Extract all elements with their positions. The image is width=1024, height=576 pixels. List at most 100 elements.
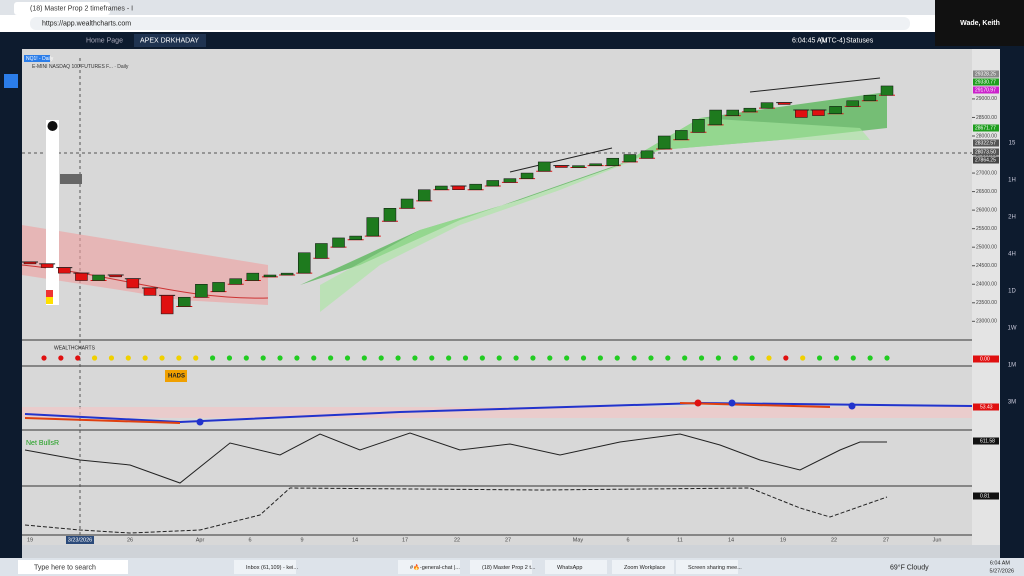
timeframe[interactable]: 3M	[1008, 400, 1016, 406]
timeframe[interactable]: 1D	[1008, 289, 1016, 295]
y-tick-label: 28500.00	[976, 115, 997, 121]
drawing-toolbar[interactable]	[46, 120, 59, 305]
signal-dot	[193, 355, 199, 361]
signal-dot	[715, 355, 722, 361]
candle-body	[880, 85, 894, 96]
timeframe[interactable]: 2H	[1008, 215, 1016, 221]
app-tab[interactable]: Home Page	[86, 37, 123, 44]
user-box	[935, 0, 1024, 46]
signal-dot	[260, 355, 266, 361]
price-tag-label: 29170.97	[975, 87, 996, 93]
x-label: 19	[780, 537, 786, 543]
active-tab[interactable]	[134, 34, 206, 47]
candle-body	[417, 189, 431, 202]
tool-icon[interactable]	[47, 121, 58, 131]
candle-body	[280, 272, 294, 276]
color-swatch[interactable]	[46, 290, 53, 297]
candle-body	[537, 161, 551, 172]
signal-dot	[159, 355, 165, 361]
y-tick-label: 24000.00	[976, 282, 997, 288]
hads-tag	[165, 370, 187, 382]
candle-body	[366, 217, 380, 237]
taskbar-item[interactable]	[234, 560, 296, 574]
y-tick-label: 29000.00	[976, 96, 997, 102]
x-label-highlight	[66, 536, 94, 544]
candle-body	[58, 267, 71, 274]
price-axis	[972, 49, 1000, 545]
app-tab[interactable]: APEX DRKHADAY	[140, 37, 199, 44]
candle-body	[40, 263, 54, 268]
taskbar-item[interactable]	[545, 560, 607, 574]
signal-dot	[378, 355, 384, 361]
price-tag	[973, 156, 999, 164]
candle-body	[315, 243, 328, 259]
timeframe[interactable]: 15	[1009, 141, 1016, 147]
signal-dot	[783, 355, 789, 361]
price-tag-label: 28073.50	[975, 149, 996, 155]
url: https://app.wealthcharts.com	[42, 20, 131, 27]
signal-dot	[462, 355, 469, 361]
taskbar-item[interactable]	[676, 560, 738, 574]
right-sidebar	[1000, 49, 1024, 558]
signal-dot	[749, 355, 755, 361]
signal-dot	[412, 355, 418, 361]
candle-body	[383, 208, 397, 222]
signal-dot	[597, 355, 603, 361]
taskbar-item[interactable]	[470, 560, 532, 574]
taskbar-item-label: (18) Master Prop 2 t...	[482, 565, 536, 571]
candle-body	[400, 198, 414, 209]
signal-dot	[243, 355, 249, 361]
candle-body	[743, 107, 757, 113]
signal-dot	[694, 399, 702, 407]
candle-body	[623, 154, 637, 163]
signal-dot	[682, 355, 688, 361]
signal-dot	[142, 355, 148, 361]
candle-body	[23, 261, 37, 265]
timeframe[interactable]: 1H	[1008, 178, 1016, 184]
timeframe[interactable]: 1W	[1008, 326, 1017, 332]
candle-body	[640, 150, 654, 159]
price-tag	[973, 148, 999, 156]
signal-dot	[226, 355, 233, 361]
search-box[interactable]	[18, 560, 128, 574]
tab[interactable]	[14, 2, 110, 15]
instrument: E-MINI NASDAQ 100 FUTURES F... · Daily	[32, 64, 129, 70]
taskbar-item-label: #🔥-general-chat |...	[410, 564, 460, 571]
panel-value: 0.00	[980, 356, 990, 362]
candle-body	[109, 274, 122, 278]
signal-dot	[848, 402, 856, 410]
candle-body	[760, 102, 774, 109]
color-swatch[interactable]	[46, 297, 53, 304]
taskbar-time: 6:04 AM	[990, 560, 1011, 566]
candle-body	[246, 272, 260, 281]
price-tag-label: 27864.25	[975, 157, 996, 163]
signal-dot	[884, 355, 890, 361]
signal-dot	[665, 355, 671, 361]
signal-dot	[311, 355, 317, 361]
add-button[interactable]	[4, 74, 18, 88]
timeframe[interactable]: 1M	[1008, 363, 1016, 369]
x-label: 9	[300, 537, 303, 543]
signal-dot	[344, 355, 351, 361]
hads-label: HADS	[168, 374, 185, 380]
hads-line	[24, 401, 973, 424]
candle-body	[812, 109, 825, 116]
taskbar-date: 5/27/2026	[990, 568, 1014, 574]
timeframe[interactable]: 4H	[1008, 252, 1016, 258]
oscillator-line	[24, 487, 888, 534]
signal-dot	[446, 355, 452, 361]
x-label: 11	[677, 537, 683, 543]
weather: 69°F Cloudy	[890, 563, 929, 571]
signal-dot	[41, 355, 47, 361]
user-name: Wade, Keith	[960, 20, 1000, 27]
price-tag-label: 28671.77	[975, 125, 996, 131]
taskbar-item-label: WhatsApp	[557, 565, 582, 571]
taskbar-item[interactable]	[398, 560, 460, 574]
statuses[interactable]: Statuses	[846, 37, 874, 44]
signal-dot	[196, 418, 204, 426]
hads-band	[22, 407, 972, 418]
signal-dot	[580, 355, 587, 361]
taskbar-item[interactable]	[612, 560, 674, 574]
address-bar[interactable]	[30, 17, 910, 30]
x-label: 27	[505, 537, 511, 543]
